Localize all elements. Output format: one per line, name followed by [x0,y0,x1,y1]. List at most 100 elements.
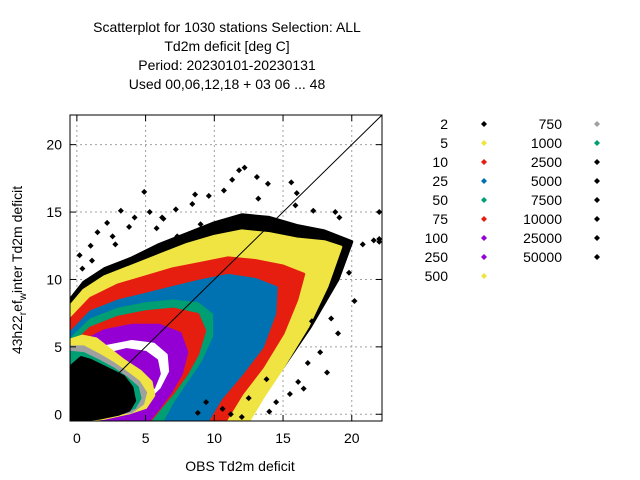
data-point [253,174,260,181]
legend-label: 25 [432,173,448,189]
data-point [300,385,307,392]
data-point [174,233,181,240]
data-point [197,221,204,228]
data-point [203,399,210,406]
legend-label: 7500 [531,192,562,208]
legend-marker [481,178,487,184]
data-point [266,408,273,415]
data-point [255,195,262,202]
data-point [336,214,343,221]
legend-marker [594,159,600,165]
x-tick-label: 5 [142,430,150,446]
data-point [117,207,124,214]
data-point [293,190,300,197]
data-point [332,209,339,216]
diagonal-line [70,115,382,421]
data-point [359,241,366,248]
data-point [245,395,252,402]
data-point [346,269,353,276]
y-tick-label: 0 [54,406,62,422]
legend-marker [481,121,487,127]
data-point [94,229,101,236]
y-axis-label-sub: w [17,292,29,301]
data-point [229,176,236,183]
data-point [227,411,234,418]
legend-marker [481,254,487,260]
legend-label: 250 [425,249,449,265]
x-axis-label: OBS Td2m deficit [185,458,295,474]
legend-marker [481,216,487,222]
data-point [304,360,311,367]
data-point [112,241,119,248]
x-tick-label: 15 [275,430,291,446]
data-point [241,164,248,171]
legend-label: 10 [432,154,448,170]
data-point [76,252,83,259]
legend-label: 10000 [523,211,562,227]
y-tick-label: 5 [54,339,62,355]
legend-label: 2 [440,116,448,132]
data-point [159,214,166,221]
y-tick-label: 10 [46,271,62,287]
legend-label: 1000 [531,135,562,151]
chart-title-line: Td2m deficit [deg C] [164,38,290,54]
legend-marker [594,216,600,222]
data-point [104,219,111,226]
data-point [370,237,377,244]
data-point [273,399,280,406]
data-point [88,257,95,264]
data-point [205,192,212,199]
legend-label: 500 [425,268,449,284]
data-point [376,236,382,243]
data-point [172,206,179,213]
legend-marker [481,140,487,146]
x-tick-label: 0 [73,430,81,446]
data-point [308,318,315,325]
legend-label: 50 [432,192,448,208]
chart-title: Scatterplot for 1030 stations Selection:… [0,18,454,94]
data-point [328,315,335,322]
data-point [288,179,295,186]
data-point [263,376,270,383]
legend-marker [594,178,600,184]
data-point [286,391,293,398]
legend-marker [594,140,600,146]
x-tick-label: 10 [207,430,223,446]
data-point [219,405,226,412]
legend-label: 750 [539,116,563,132]
data-point [264,180,271,187]
chart-title-line: Used 00,06,12,18 + 03 06 ... 48 [128,76,326,92]
legend-label: 100 [425,230,449,246]
density-layers [70,213,354,421]
plot-frame [69,114,383,422]
y-axis-label-part: inter Td2m deficit [9,185,26,293]
data-point [109,233,116,240]
data-point [146,209,153,216]
data-point [324,369,331,376]
chart-title-line: Scatterplot for 1030 stations Selection:… [93,19,361,35]
data-point [220,187,227,194]
legend-marker [481,235,487,241]
y-axis-label-sub: r [17,311,29,316]
data-point [79,265,86,272]
data-point [126,223,133,230]
legend-marker [594,121,600,127]
x-tick-label: 20 [344,430,360,446]
legend-marker [594,235,600,241]
data-point [131,214,138,221]
legend-label: 5 [440,135,448,151]
y-tick-label: 20 [46,137,62,153]
legend-marker [481,273,487,279]
data-point [236,167,243,174]
chart-title-line: Period: 20230101-20230131 [138,57,316,73]
data-point [87,242,94,249]
data-point [238,413,245,420]
data-point [141,188,148,195]
legend-marker [481,159,487,165]
data-point [317,349,324,356]
legend-label: 2500 [531,154,562,170]
y-axis-label-part: 43h22 [9,315,26,355]
data-point [153,225,160,232]
legend-label: 50000 [523,249,562,265]
